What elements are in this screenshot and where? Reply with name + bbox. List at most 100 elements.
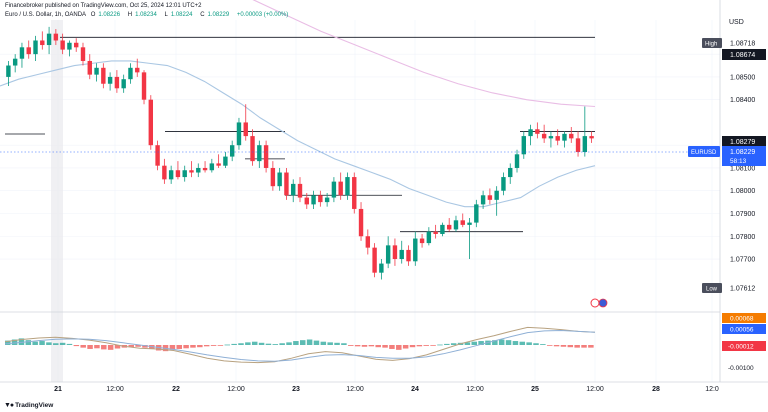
candle	[87, 54, 92, 80]
macd-histogram-bar	[498, 339, 505, 345]
symbol-tag-box	[688, 146, 720, 157]
macd-histogram-bar	[190, 345, 196, 348]
time-tick: 12:00	[227, 386, 245, 393]
time-tick: 28	[652, 386, 660, 393]
candle	[209, 158, 215, 173]
candle-body	[175, 170, 181, 178]
candle	[392, 238, 398, 266]
price-tag-1: 1.08674	[730, 52, 755, 59]
ma-fast-line	[0, 60, 596, 208]
candle	[277, 167, 282, 191]
candle-body	[46, 33, 52, 46]
candle-body	[297, 183, 303, 198]
candle	[467, 218, 472, 260]
candle-body	[263, 145, 269, 168]
macd-histogram-bar	[300, 340, 306, 345]
macd-histogram-bar	[114, 345, 121, 349]
candle-body	[80, 47, 86, 61]
candle	[284, 167, 289, 200]
candle-body	[460, 220, 465, 225]
candle-body	[358, 208, 364, 237]
candle-body	[311, 195, 316, 205]
candle	[33, 35, 38, 61]
macd-histogram-bar	[245, 342, 251, 345]
candle	[521, 131, 526, 159]
ma-slow-line	[252, 0, 596, 108]
macd-histogram-bar	[354, 345, 361, 347]
candle	[243, 104, 248, 141]
candle	[528, 124, 533, 146]
macd-histogram-bar	[286, 342, 292, 345]
candle	[338, 172, 343, 200]
tradingview-logo-icon: ▼●	[4, 402, 14, 409]
macd-histogram-bar	[5, 340, 11, 345]
candle	[12, 54, 18, 73]
macd-histogram-bar	[59, 342, 66, 345]
candle	[263, 140, 269, 173]
us-flag-icon[interactable]	[598, 298, 608, 308]
time-tick: 12:00	[466, 386, 484, 393]
candle	[426, 227, 432, 246]
candle	[162, 158, 167, 184]
candle-body	[291, 183, 296, 196]
candle-body	[223, 156, 228, 166]
candle	[26, 40, 31, 59]
candle-body	[440, 224, 445, 234]
candle	[135, 58, 140, 77]
candle	[148, 95, 154, 150]
macd-histogram-bar	[402, 345, 409, 349]
macd-histogram-bar	[293, 341, 299, 345]
macd-histogram-bar	[505, 340, 512, 345]
candle	[419, 233, 425, 248]
ohlc-high: H 1.08234	[127, 12, 157, 18]
ohlc-close: C 1.08229	[200, 12, 230, 18]
high-tag-box	[702, 38, 722, 48]
candle-body	[202, 167, 208, 171]
macd-histogram-bar	[66, 343, 73, 345]
candle-body	[216, 163, 221, 166]
macd-histogram-bar	[238, 343, 244, 345]
candle-body	[569, 133, 574, 139]
time-tick: 12:00	[346, 386, 364, 393]
event-marker-icon[interactable]	[590, 298, 600, 308]
candlestick-series	[6, 26, 594, 280]
low-tag-box	[702, 283, 722, 293]
candle	[474, 199, 479, 228]
candle	[575, 131, 581, 157]
candle	[101, 63, 106, 89]
candle-body	[189, 170, 194, 173]
macd-histogram-bar	[471, 341, 477, 345]
candle-body	[352, 177, 357, 209]
candle-body	[74, 42, 79, 48]
macd-histogram-bar	[519, 341, 526, 345]
candle-body	[589, 136, 594, 139]
price-tick: 1.08100	[730, 165, 755, 172]
symbol-tag: EURUSD	[691, 150, 717, 156]
candle	[216, 154, 221, 168]
macd-histogram-bar	[540, 344, 546, 345]
candle	[406, 245, 411, 266]
candle-body	[67, 42, 72, 50]
candle	[541, 124, 547, 143]
candle	[257, 140, 262, 168]
macd-histogram-bar	[142, 345, 148, 348]
candle	[365, 229, 371, 255]
candle	[270, 161, 276, 191]
price-tag-2: 1.08279	[730, 139, 755, 146]
currency-label: USD	[729, 19, 744, 26]
macd-histogram-bar	[87, 345, 93, 349]
candle-body	[6, 65, 11, 77]
macd-histogram-bar	[560, 345, 567, 347]
candle-body	[114, 76, 120, 89]
macd-histogram-bar	[73, 345, 80, 347]
candle	[182, 165, 187, 182]
candle-body	[209, 163, 215, 171]
macd-histogram-bar	[231, 343, 237, 345]
candle	[196, 163, 201, 178]
macd-histogram-bar	[553, 345, 560, 347]
high-value: 1.08718	[730, 41, 755, 48]
macd-histogram-bar	[526, 342, 532, 345]
macd-histogram-bar	[588, 345, 594, 348]
macd-histogram-bar	[224, 344, 231, 346]
